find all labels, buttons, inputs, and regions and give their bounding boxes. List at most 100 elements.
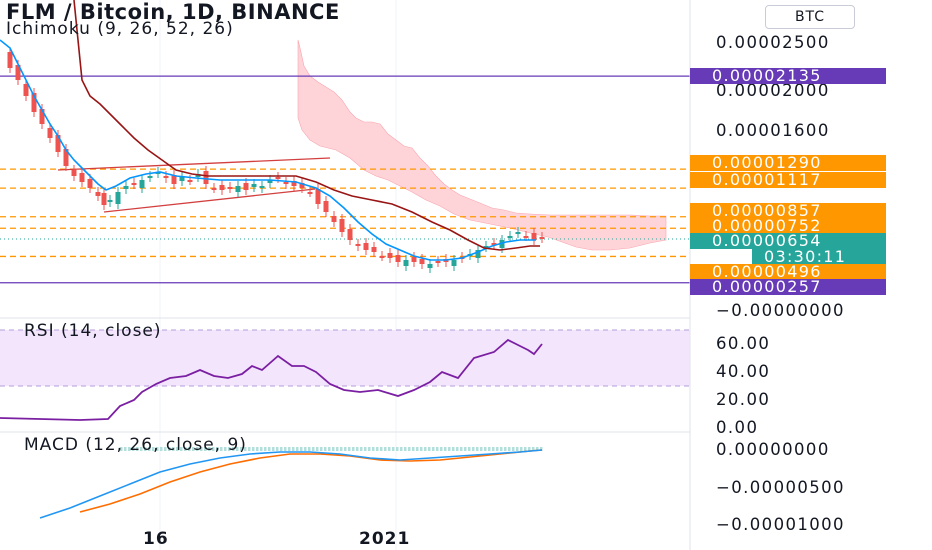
- price-tag-level[interactable]: 0.00000857: [690, 203, 886, 219]
- macd-histogram-bar: [396, 447, 399, 451]
- macd-histogram-bar: [172, 447, 175, 451]
- currency-button[interactable]: BTC: [765, 5, 855, 29]
- time-axis-tick: 2021: [359, 529, 411, 549]
- indicator-title[interactable]: Ichimoku (9, 26, 52, 26): [6, 19, 234, 39]
- price-tag-level[interactable]: 0.00000496: [690, 264, 886, 280]
- macd-histogram-bar: [168, 447, 171, 451]
- macd-histogram-bar: [468, 447, 471, 451]
- candle-body: [259, 186, 265, 188]
- macd-histogram-bar: [200, 447, 203, 451]
- price-tag-lower-line[interactable]: 0.00000257: [690, 279, 886, 295]
- candle-body: [235, 186, 241, 192]
- macd-histogram-bar: [132, 447, 135, 451]
- macd-axis-tick: 0.00000000: [716, 440, 830, 459]
- candle-body: [539, 237, 545, 239]
- macd-histogram-bar: [384, 447, 387, 451]
- candle-body: [179, 176, 185, 181]
- candle-body: [507, 236, 513, 238]
- macd-histogram-bar: [356, 447, 359, 451]
- macd-histogram-bar: [484, 447, 487, 451]
- rsi-axis-tick: 0.00: [716, 418, 759, 437]
- macd-axis-tick: −0.00001000: [716, 515, 845, 534]
- macd-histogram-bar: [260, 447, 263, 451]
- macd-histogram-bar: [252, 447, 255, 451]
- macd-histogram-bar: [316, 447, 319, 451]
- macd-histogram-bar: [340, 447, 343, 451]
- macd-histogram-bar: [120, 447, 123, 451]
- macd-histogram-bar: [232, 447, 235, 451]
- price-axis-tick: 0.00002500: [716, 33, 830, 52]
- candle-body: [347, 229, 353, 240]
- macd-histogram-bar: [428, 447, 431, 451]
- macd-histogram-bar: [248, 447, 251, 451]
- candle-body: [475, 250, 481, 258]
- price-axis-tick: 0.00002000: [716, 81, 830, 100]
- macd-histogram-bar: [296, 447, 299, 451]
- candle-body: [171, 175, 177, 184]
- rsi-axis-tick: 60.00: [716, 334, 771, 353]
- candle-body: [31, 93, 37, 112]
- macd-histogram-bar: [516, 447, 519, 451]
- candle-body: [211, 188, 217, 190]
- macd-histogram-bar: [164, 447, 167, 451]
- candle-body: [491, 243, 497, 245]
- macd-title[interactable]: MACD (12, 26, close, 9): [24, 435, 247, 455]
- macd-histogram-bar: [336, 447, 339, 451]
- price-tag-level[interactable]: 0.00001290: [690, 155, 886, 171]
- candle-body: [243, 183, 249, 190]
- macd-histogram-bar: [372, 447, 375, 451]
- candle-body: [427, 264, 433, 268]
- macd-histogram-bar: [420, 447, 423, 451]
- conversion-line: [0, 39, 536, 261]
- macd-histogram-bar: [528, 447, 531, 451]
- macd-histogram-bar: [176, 447, 179, 451]
- macd-histogram-bar: [512, 447, 515, 451]
- candle-body: [55, 135, 61, 152]
- macd-histogram-bar: [240, 447, 243, 451]
- macd-histogram-bar: [276, 447, 279, 451]
- candle-body: [47, 128, 53, 138]
- price-tag-level[interactable]: 0.00001117: [690, 172, 886, 188]
- price-tag-last-price[interactable]: 0.00000654: [690, 233, 886, 249]
- macd-histogram-bar: [380, 447, 383, 451]
- macd-histogram-bar: [180, 447, 183, 451]
- macd-histogram-bar: [392, 447, 395, 451]
- macd-histogram-bar: [328, 447, 331, 451]
- candle-body: [499, 240, 505, 248]
- macd-line: [39, 449, 543, 519]
- candle-body: [451, 260, 457, 266]
- candle-body: [531, 233, 537, 240]
- candle-body: [395, 255, 401, 262]
- macd-histogram-bar: [448, 447, 451, 451]
- macd-histogram-bar: [364, 447, 367, 451]
- candle-body: [483, 246, 489, 248]
- rsi-title[interactable]: RSI (14, close): [24, 321, 162, 341]
- macd-histogram-bar: [160, 447, 163, 451]
- candle-body: [39, 109, 45, 124]
- macd-histogram-bar: [408, 447, 411, 451]
- macd-histogram-bar: [196, 447, 199, 451]
- macd-histogram-bar: [536, 447, 539, 451]
- candle-body: [275, 177, 281, 179]
- macd-histogram-bar: [452, 447, 455, 451]
- candle-body: [299, 183, 305, 188]
- macd-histogram-bar: [292, 447, 295, 451]
- price-tag-upper-line[interactable]: 0.00002135: [690, 68, 886, 84]
- rsi-pane: [0, 329, 690, 421]
- candle-body: [251, 184, 257, 187]
- macd-histogram-bar: [136, 447, 139, 451]
- macd-histogram-bar: [324, 447, 327, 451]
- candle-body: [267, 180, 273, 183]
- macd-histogram-bar: [224, 447, 227, 451]
- macd-histogram-bar: [348, 447, 351, 451]
- bar-countdown: 03:30:11: [752, 249, 886, 265]
- price-axis-tick: 0.00001600: [716, 121, 830, 140]
- symbol-title[interactable]: FLM / Bitcoin, 1D, BINANCE: [6, 0, 340, 24]
- price-tag-level[interactable]: 0.00000752: [690, 218, 886, 234]
- macd-histogram-bar: [416, 447, 419, 451]
- candle-body: [23, 84, 29, 96]
- macd-histogram-bar: [156, 447, 159, 451]
- candle-body: [107, 200, 113, 202]
- price-axis-tick: −0.00000000: [716, 301, 845, 320]
- candle-body: [63, 149, 69, 166]
